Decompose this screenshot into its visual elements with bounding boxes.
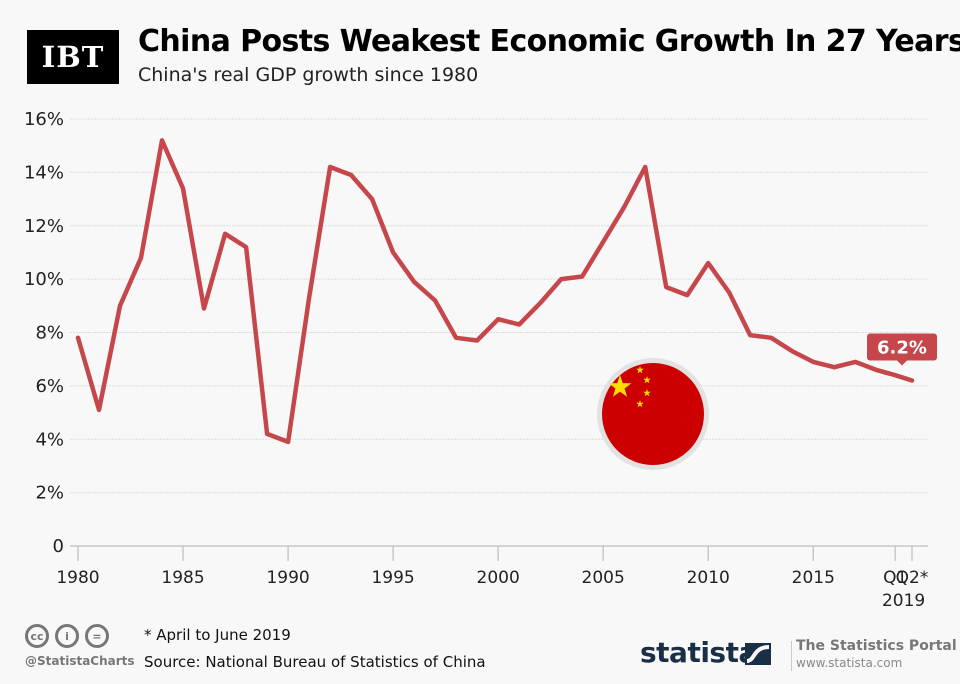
ibt-logo: IBT [27,30,119,84]
chart-title: China Posts Weakest Economic Growth In 2… [138,24,960,59]
portal-url[interactable]: www.statista.com [796,656,903,670]
y-tick-label: 4% [35,429,64,450]
x-tick-sublabel: 2019 [882,591,925,611]
y-tick-label: 0 [53,536,64,557]
x-tick-label: 1980 [56,568,99,588]
y-tick-label: 14% [24,162,64,183]
x-tick-label: Q1 [883,568,907,588]
source-text: Source: National Bureau of Statistics of… [144,653,486,671]
last-value-callout: 6.2% [867,333,937,366]
statista-handle[interactable]: @StatistaCharts [25,654,135,668]
footnote: * April to June 2019 [144,626,291,644]
y-tick-label: 6% [35,376,64,397]
callout-pointer [897,360,907,366]
y-tick-label: 12% [24,216,64,237]
divider [791,641,792,671]
license-icons: cc i = [25,624,109,648]
no-derivatives-icon[interactable]: = [85,624,109,648]
series-gdp-growth [75,138,915,445]
x-tick-label: 2000 [477,568,520,588]
portal-title: The Statistics Portal [796,638,957,654]
statista-logo[interactable]: statista [640,636,757,669]
grid-lines [70,118,928,494]
callout-box [867,333,937,361]
y-tick-label: 16% [24,109,64,130]
creative-commons-icon[interactable]: cc [25,624,49,648]
y-tick-label: 8% [35,323,64,344]
x-tick-label: 2010 [687,568,730,588]
x-tick-label: 1985 [161,568,204,588]
attribution-icon[interactable]: i [55,624,79,648]
x-tick-label: 1990 [266,568,309,588]
line-chart: 0 2% 4% 6% 8% 10% 12% 14% 16% 1980 1985 1990 1995 20… [24,109,937,611]
y-tick-label: 2% [35,483,64,504]
callout-label: 6.2% [877,338,927,359]
series-line [75,138,915,445]
x-tick-label: 2015 [792,568,835,588]
ibt-logo-text: IBT [41,40,105,74]
x-tick-label: 2005 [582,568,625,588]
x-tick-label: Q2* [896,568,929,588]
statista-logo-icon [745,643,771,665]
china-flag-icon [597,358,709,470]
y-axis: 0 2% 4% 6% 8% 10% 12% 14% 16% [24,109,64,557]
chart-subtitle: China's real GDP growth since 1980 [138,64,479,86]
x-tick-label: 1995 [371,568,414,588]
y-tick-label: 10% [24,269,64,290]
